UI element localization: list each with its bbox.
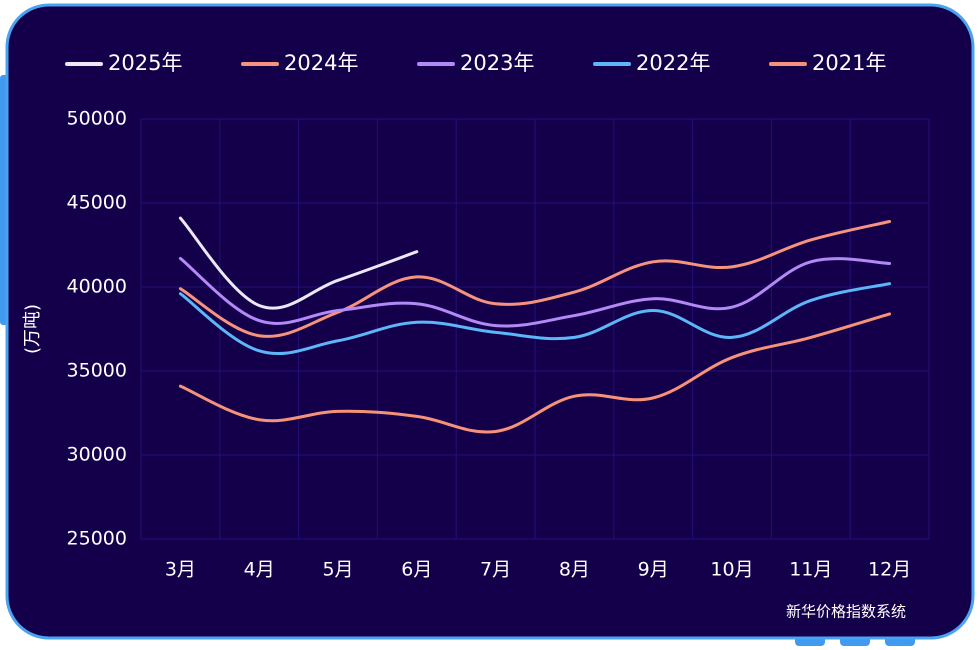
watermark: 新华价格指数系统 (786, 603, 906, 621)
legend-label: 2024年 (284, 51, 358, 75)
legend-label: 2025年 (108, 51, 182, 75)
x-tick-label: 5月 (322, 559, 353, 581)
x-tick-label: 3月 (165, 559, 196, 581)
y-tick-label: 45000 (67, 192, 127, 214)
x-tick-label: 7月 (480, 559, 511, 581)
x-tick-label: 12月 (868, 559, 911, 581)
legend-label: 2021年 (812, 51, 886, 75)
y-tick-label: 40000 (67, 276, 127, 298)
line-series (178, 282, 892, 356)
x-tick-label: 8月 (559, 559, 590, 581)
y-tick-label: 35000 (67, 360, 127, 382)
x-tick-label: 10月 (710, 559, 753, 581)
legend-label: 2023年 (460, 51, 534, 75)
frame (5, 3, 975, 640)
legend-label: 2022年 (636, 51, 710, 75)
y-tick-label: 30000 (67, 444, 127, 466)
line-series (178, 216, 419, 310)
line-series (178, 219, 892, 338)
x-tick-label: 11月 (789, 559, 832, 581)
y-tick-label: 50000 (67, 108, 127, 130)
line-series (178, 256, 892, 328)
y-axis-label: (万吨) (22, 304, 43, 354)
line-series (178, 312, 892, 434)
x-tick-label: 9月 (638, 559, 669, 581)
y-tick-label: 25000 (67, 528, 127, 550)
x-tick-label: 6月 (401, 559, 432, 581)
x-tick-label: 4月 (244, 559, 275, 581)
